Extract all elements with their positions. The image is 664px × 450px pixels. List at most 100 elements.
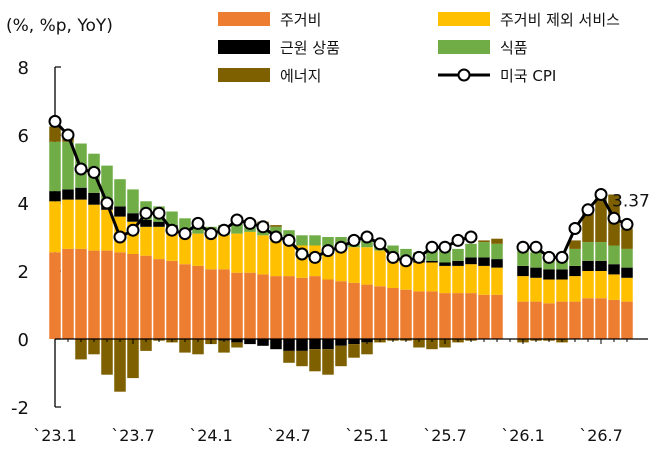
bar-segment-4	[296, 350, 308, 367]
cpi-marker	[412, 250, 426, 264]
bar-segment-1	[361, 247, 373, 285]
cpi-marker	[425, 240, 439, 254]
bar-segment-4	[413, 339, 425, 348]
bar-segment-1	[439, 265, 451, 294]
bar-segment-2	[491, 259, 503, 268]
bar-segment-1	[478, 265, 490, 295]
bar-segment-0	[153, 259, 165, 339]
bar-segment-1	[452, 265, 464, 294]
bar-segment-3	[322, 237, 334, 248]
bar-segment-4	[348, 344, 360, 358]
bar-segment-0	[127, 254, 139, 339]
bar-segment-1	[75, 199, 87, 249]
bar-segment-2	[439, 262, 451, 266]
legend-swatch-4	[218, 68, 270, 82]
bar-segment-0	[595, 298, 607, 339]
bar-segment-0	[582, 298, 594, 339]
bar-segment-0	[452, 293, 464, 339]
bar-segment-1	[140, 226, 152, 256]
bar-segment-4	[582, 208, 594, 243]
cpi-marker	[282, 233, 296, 247]
bar-segment-1	[374, 250, 386, 287]
bar-segment-0	[543, 303, 555, 339]
bar-segment-2	[543, 269, 555, 280]
cpi-marker	[607, 211, 621, 225]
bar-segment-4	[127, 339, 139, 379]
cpi-marker	[204, 227, 218, 241]
bar-segment-3	[127, 189, 139, 214]
bar-segment-2	[322, 339, 334, 350]
legend-swatch-3	[438, 40, 490, 54]
cpi-marker	[87, 165, 101, 179]
bar-segment-1	[296, 245, 308, 278]
x-tick-label: `26.1	[501, 426, 545, 445]
bar-segment-2	[452, 260, 464, 266]
bar-segment-3	[387, 245, 399, 254]
bar-segment-4	[88, 339, 100, 355]
bar-segment-3	[491, 243, 503, 260]
bar-segment-1	[582, 271, 594, 299]
bar-segment-0	[387, 288, 399, 339]
bar-segment-3	[231, 223, 243, 234]
bar-segment-3	[608, 245, 620, 265]
bar-segment-4	[569, 240, 581, 249]
cpi-marker	[48, 114, 62, 128]
bar-segment-1	[257, 235, 269, 275]
bar-segment-2	[530, 267, 542, 278]
bar-segment-0	[517, 301, 529, 339]
bar-segment-0	[101, 250, 113, 339]
cpi-marker	[386, 250, 400, 264]
bar-segment-1	[231, 233, 243, 273]
bar-segment-1	[127, 221, 139, 254]
cpi-marker	[126, 223, 140, 237]
bar-segment-0	[218, 269, 230, 339]
bar-segment-0	[348, 282, 360, 339]
bar-segment-3	[595, 242, 607, 261]
bar-segment-4	[491, 238, 503, 244]
bar-segment-0	[478, 294, 490, 339]
bar-segment-0	[49, 252, 61, 339]
bar-segment-3	[439, 250, 451, 263]
cpi-marker	[334, 240, 348, 254]
bar-segment-0	[205, 269, 217, 339]
x-tick-label: `24.1	[189, 426, 233, 445]
bar-segment-0	[335, 281, 347, 339]
cpi-marker	[620, 217, 634, 231]
bar-segment-2	[621, 267, 633, 278]
cpi-last-value-label: 3.37	[612, 191, 650, 211]
bar-segment-0	[556, 301, 568, 339]
bar-segment-2	[465, 257, 477, 265]
bar-segment-2	[426, 260, 438, 263]
bar-segment-1	[491, 267, 503, 295]
bar-segment-1	[49, 201, 61, 253]
bar-segment-0	[179, 264, 191, 339]
x-axis: `23.1 `23.7 `24.1 `24.7 `25.1 `25.7 `26.1 `26.7	[33, 338, 648, 445]
bar-segment-1	[595, 271, 607, 299]
bar-segment-3	[166, 211, 178, 226]
bar-segment-4	[101, 339, 113, 375]
cpi-marker	[113, 230, 127, 244]
bar-segment-3	[101, 165, 113, 200]
cpi-marker	[529, 240, 543, 254]
cpi-marker	[360, 230, 374, 244]
bar-segment-2	[114, 206, 126, 217]
bar-segment-2	[582, 260, 594, 271]
bar-segment-4	[192, 339, 204, 355]
cpi-marker	[568, 222, 582, 235]
bar-segment-0	[62, 248, 74, 339]
bar-segment-4	[231, 342, 243, 348]
cpi-marker	[438, 240, 452, 254]
bar-segment-3	[426, 250, 438, 261]
bar-segment-3	[582, 242, 594, 261]
cpi-marker	[139, 206, 153, 220]
bar-segment-3	[49, 141, 61, 192]
x-tick-label: `26.7	[579, 426, 623, 445]
legend-swatch-2	[218, 40, 270, 54]
bar-segment-4	[361, 342, 373, 355]
bar-segment-3	[400, 248, 412, 258]
bar-segment-1	[335, 247, 347, 282]
bar-segment-1	[530, 277, 542, 302]
bar-segment-0	[361, 284, 373, 339]
y-tick-label: 6	[18, 126, 29, 147]
bar-segment-2	[62, 189, 74, 200]
